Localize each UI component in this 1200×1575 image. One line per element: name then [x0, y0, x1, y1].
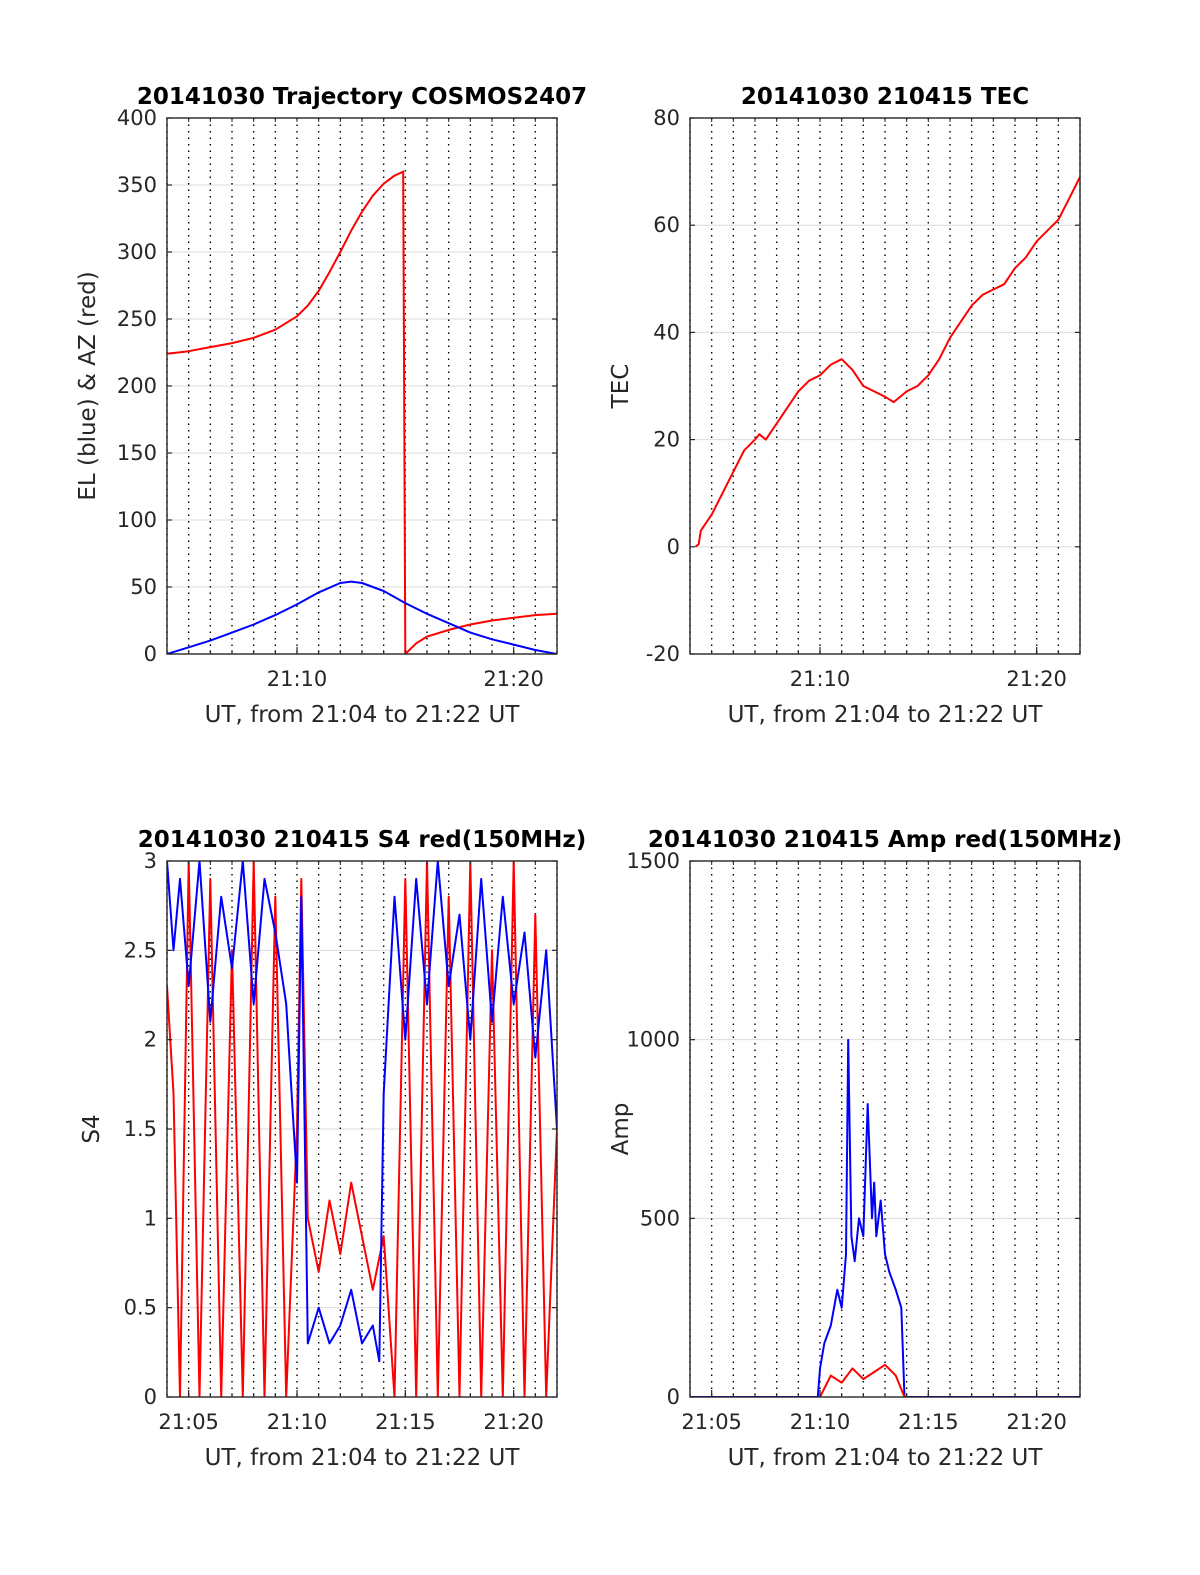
y-tick-label: 350 — [117, 173, 157, 197]
series-line — [167, 170, 557, 654]
series-line — [167, 861, 557, 1363]
y-tick-label: 0 — [144, 642, 157, 666]
x-tick-label: 21:20 — [1006, 1410, 1067, 1434]
amp-panel: 0 500 1000 1500 21:05 21:10 21:15 21:20 20141030… — [608, 827, 1122, 1471]
y-tick-label: 1.5 — [124, 1117, 157, 1141]
y-tick-label: 200 — [117, 374, 157, 398]
x-tick-label: 21:05 — [681, 1410, 742, 1434]
y-tick-label: 40 — [653, 320, 680, 344]
y-tick-label: 250 — [117, 307, 157, 331]
y-axis-label: Amp — [608, 1103, 634, 1156]
y-axis-label: TEC — [608, 364, 634, 410]
y-tick-label: 80 — [653, 106, 680, 130]
y-tick-label: 1000 — [627, 1028, 680, 1052]
y-tick-label: 60 — [653, 213, 680, 237]
x-tick-label: 21:20 — [1006, 667, 1067, 691]
series-line — [167, 861, 557, 1397]
y-tick-label: 3 — [144, 849, 157, 873]
y-tick-label: 0 — [144, 1385, 157, 1409]
x-tick-label: 21:05 — [158, 1410, 219, 1434]
series-line — [694, 176, 1080, 548]
trajectory-panel: 0 50 100 150 200 250 300 350 400 21:10 21:20 201410… — [75, 84, 587, 728]
x-tick-label: 21:15 — [375, 1410, 436, 1434]
tec-panel: -20 0 20 40 60 80 21:10 21:20 20141030 210415 TE… — [608, 84, 1081, 728]
y-tick-label: 2.5 — [124, 938, 157, 962]
y-tick-label: 300 — [117, 240, 157, 264]
y-tick-label: 1500 — [627, 849, 680, 873]
x-tick-label: 21:10 — [267, 1410, 328, 1434]
y-tick-label: 50 — [130, 575, 157, 599]
y-tick-label: 150 — [117, 441, 157, 465]
x-axis-label: UT, from 21:04 to 21:22 UT — [728, 1445, 1044, 1471]
chart-title: 20141030 210415 S4 red(150MHz) — [138, 827, 587, 853]
x-axis-label: UT, from 21:04 to 21:22 UT — [728, 702, 1044, 728]
x-axis-label: UT, from 21:04 to 21:22 UT — [205, 702, 521, 728]
x-tick-label: 21:15 — [898, 1410, 959, 1434]
series-line — [167, 580, 557, 654]
x-tick-label: 21:10 — [790, 667, 851, 691]
y-tick-label: 0 — [667, 1385, 680, 1409]
y-tick-label: 0 — [667, 535, 680, 559]
x-tick-label: 21:20 — [483, 1410, 544, 1434]
y-tick-label: -20 — [646, 642, 680, 666]
y-tick-label: 0.5 — [124, 1296, 157, 1320]
y-tick-label: 20 — [653, 428, 680, 452]
x-tick-label: 21:20 — [483, 667, 544, 691]
x-tick-label: 21:10 — [267, 667, 328, 691]
s4-panel: 0 0.5 1 1.5 2 2.5 3 21:05 21:10 21:15 21:20 2014103… — [79, 827, 586, 1471]
y-tick-label: 400 — [117, 106, 157, 130]
y-tick-label: 2 — [144, 1028, 157, 1052]
chart-title: 20141030 210415 Amp red(150MHz) — [648, 827, 1122, 853]
series-line — [690, 1038, 1080, 1397]
y-tick-label: 100 — [117, 508, 157, 532]
y-axis-label: S4 — [79, 1114, 105, 1143]
x-tick-label: 21:10 — [790, 1410, 851, 1434]
chart-title: 20141030 210415 TEC — [741, 84, 1029, 110]
x-axis-label: UT, from 21:04 to 21:22 UT — [205, 1445, 521, 1471]
y-axis-label: EL (blue) & AZ (red) — [75, 271, 101, 500]
series-line — [819, 1363, 906, 1397]
chart-title: 20141030 Trajectory COSMOS2407 — [137, 84, 587, 110]
y-tick-label: 500 — [640, 1206, 680, 1230]
y-tick-label: 1 — [144, 1206, 157, 1230]
